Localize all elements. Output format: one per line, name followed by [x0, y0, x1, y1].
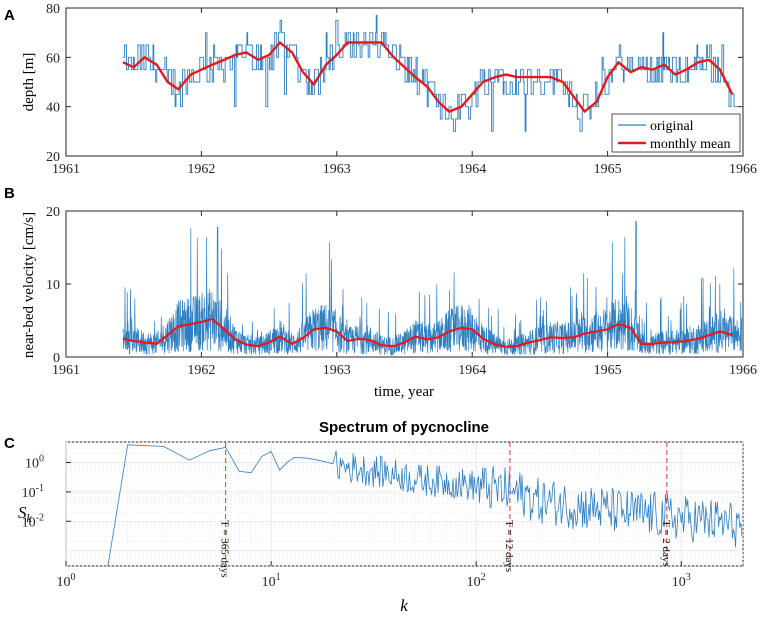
panel-c-ytick-label: 10-1 [22, 483, 44, 501]
depth-monthly-mean-line [122, 41, 734, 113]
panel-c-xtick-label: 100 [57, 572, 76, 590]
panel-b-ytick-label: 10 [46, 278, 60, 293]
reference-line-label: T = 365 days [219, 520, 231, 578]
panel-a-legend: original monthly mean [611, 113, 741, 153]
panel-c-ytick-label: 100 [25, 454, 44, 472]
panel-a-ytick-label: 40 [46, 101, 60, 116]
spectrum-line [107, 444, 743, 567]
panel-b-xtick-label: 1965 [594, 363, 622, 378]
panel-a-xtick-label: 1966 [729, 162, 757, 177]
panel-b-xlabel: time, year [374, 384, 434, 400]
panel-a-xtick-label: 1964 [458, 162, 486, 177]
panel-c-xtick-label: 103 [672, 572, 691, 590]
panel-b-ytick-label: 0 [53, 351, 60, 366]
panel-a: A 1961 1962 1963 1964 1965 1966 20 40 60 80 depth… [4, 2, 757, 177]
panel-b-label: B [4, 185, 15, 202]
reference-line-label: T = 12 days [503, 520, 515, 572]
panel-c-xtick-label: 102 [467, 572, 486, 590]
panel-a-ytick-label: 80 [46, 2, 60, 17]
panel-a-xtick-label: 1962 [187, 162, 215, 177]
panel-a-xtick-label: 1963 [323, 162, 351, 177]
panel-b-xtick-label: 1964 [458, 363, 486, 378]
panel-b-ytick-label: 20 [46, 205, 60, 220]
panel-b: B 1961 1962 1963 1964 1965 1966 0 10 20 near-bed… [4, 185, 757, 400]
panel-a-ylabel: depth [m] [21, 53, 37, 112]
panel-b-ylabel: near-bed velocity [cm/s] [21, 212, 37, 358]
panel-c: C Spectrum of pycnocline 100 101 102 103 100… [4, 419, 744, 615]
panel-c-xlabel: k [400, 596, 408, 615]
panel-b-xtick-label: 1963 [323, 363, 351, 378]
panel-a-xtick-label: 1961 [52, 162, 80, 177]
panel-b-xtick-label: 1962 [187, 363, 215, 378]
panel-a-xtick-label: 1965 [594, 162, 622, 177]
panel-c-xtick-label: 101 [262, 572, 281, 590]
velocity-monthly-mean-line [122, 317, 733, 348]
legend-mean-label: monthly mean [650, 137, 731, 152]
panel-c-title: Spectrum of pycnocline [319, 419, 489, 436]
panel-c-axes [65, 441, 744, 567]
panel-b-xtick-label: 1966 [729, 363, 757, 378]
panel-c-label: C [4, 435, 15, 452]
panel-a-ytick-label: 20 [46, 150, 60, 165]
panel-c-ylabel: Sk [18, 503, 33, 525]
panel-a-label: A [4, 7, 15, 24]
reference-line-label: T = 2 days [660, 520, 672, 567]
panel-a-ytick-label: 60 [46, 51, 60, 66]
legend-original-label: original [650, 119, 694, 134]
panel-b-xtick-label: 1961 [52, 363, 80, 378]
